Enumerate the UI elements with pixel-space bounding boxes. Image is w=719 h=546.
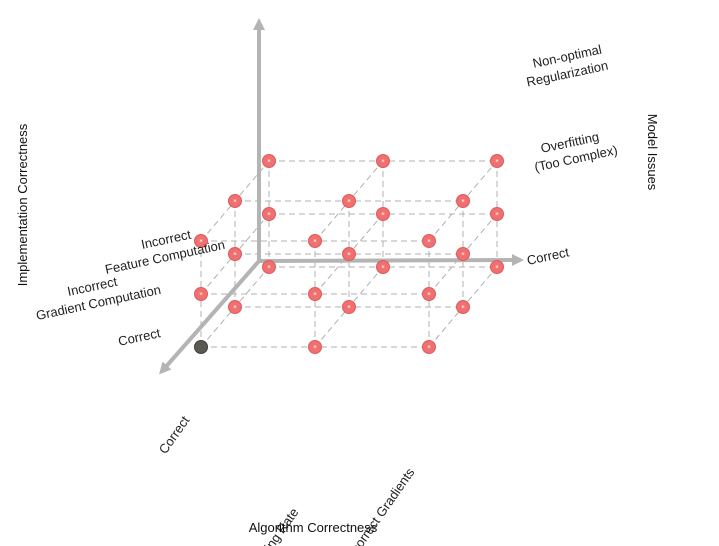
grid-point: * xyxy=(262,154,276,168)
model-issue-level-label: Non-optimalRegularization xyxy=(522,41,610,90)
grid-point: * xyxy=(376,154,390,168)
grid-point: * xyxy=(456,194,470,208)
grid-point: * xyxy=(490,207,504,221)
axes xyxy=(159,18,524,375)
grid-point: * xyxy=(490,154,504,168)
axis-labels: CorrectNon-optimal Learning RateIncorrec… xyxy=(15,41,660,546)
grid-point: * xyxy=(228,194,242,208)
grid-point: * xyxy=(342,194,356,208)
point-mark: * xyxy=(427,291,431,299)
point-mark: * xyxy=(347,251,351,259)
point-mark: * xyxy=(267,264,271,272)
point-mark: * xyxy=(313,291,317,299)
grid-point: * xyxy=(456,300,470,314)
point-mark: * xyxy=(461,198,465,206)
grid-point: * xyxy=(308,234,322,248)
point-mark: * xyxy=(381,158,385,166)
grid-point: * xyxy=(228,247,242,261)
grid-point: * xyxy=(262,207,276,221)
grid-point: * xyxy=(456,247,470,261)
implementation-axis-title: Implementation Correctness xyxy=(15,123,30,286)
point-mark: * xyxy=(199,238,203,246)
grid-points: * * * * * * * * * * * * * * * * * * * * * * * * * * xyxy=(194,154,504,354)
point-mark: * xyxy=(267,158,271,166)
point-mark: * xyxy=(461,251,465,259)
grid-point: * xyxy=(228,300,242,314)
point-mark: * xyxy=(233,304,237,312)
algorithm-axis-title: Algorithm Correctness xyxy=(249,520,378,535)
point-mark: * xyxy=(233,198,237,206)
algorithm-level-label: Correct xyxy=(156,413,193,457)
point-mark: * xyxy=(313,238,317,246)
grid-point: * xyxy=(262,260,276,274)
point-mark: * xyxy=(381,211,385,219)
point-mark: * xyxy=(495,264,499,272)
all-correct-point xyxy=(194,340,208,354)
grid-point: * xyxy=(422,340,436,354)
grid-point: * xyxy=(490,260,504,274)
point-mark: * xyxy=(199,291,203,299)
grid-point: * xyxy=(308,340,322,354)
implementation-level-label: IncorrectGradient Computation xyxy=(31,265,162,323)
point-mark: * xyxy=(233,251,237,259)
grid-point: * xyxy=(422,287,436,301)
model-issues-axis-title: Model Issues xyxy=(645,114,660,191)
grid-point: * xyxy=(308,287,322,301)
point-mark: * xyxy=(267,211,271,219)
point-mark: * xyxy=(347,304,351,312)
model-issue-level-label: Overfitting(Too Complex) xyxy=(530,126,619,175)
grid-point: * xyxy=(194,234,208,248)
point-mark: * xyxy=(495,158,499,166)
point-mark: * xyxy=(427,238,431,246)
algorithm-axis xyxy=(257,254,524,267)
grid-point: * xyxy=(376,207,390,221)
point-mark: * xyxy=(381,264,385,272)
implementation-level-label: Correct xyxy=(117,325,162,349)
grid-point: * xyxy=(342,247,356,261)
point-mark: * xyxy=(495,211,499,219)
model-issue-level-label: Correct xyxy=(526,244,571,268)
grid-point: * xyxy=(422,234,436,248)
point-mark: * xyxy=(347,198,351,206)
model-issues-axis xyxy=(159,259,261,375)
grid-point: * xyxy=(376,260,390,274)
point-mark: * xyxy=(313,344,317,352)
point-mark: * xyxy=(461,304,465,312)
grid-point: * xyxy=(342,300,356,314)
implementation-level-label: IncorrectFeature Computation xyxy=(100,220,226,277)
grid-point: * xyxy=(194,287,208,301)
point-mark: * xyxy=(427,344,431,352)
